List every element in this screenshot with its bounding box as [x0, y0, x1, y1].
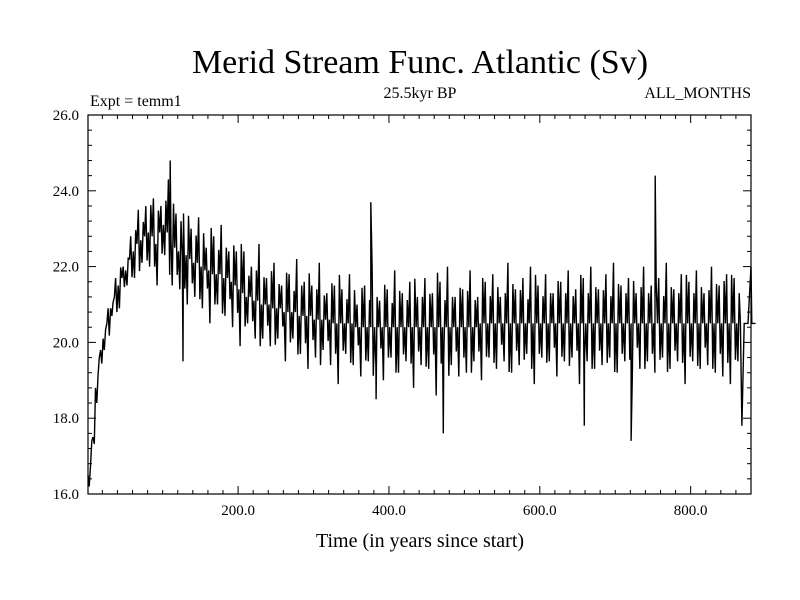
x-tick-label: 600.0: [523, 503, 557, 519]
experiment-label: Expt = temm1: [90, 93, 182, 110]
x-tick-label: 800.0: [674, 503, 708, 519]
y-tick-label: 26.0: [53, 108, 79, 124]
x-tick-label: 400.0: [372, 503, 406, 519]
y-tick-label: 24.0: [53, 184, 79, 200]
months-label: ALL_MONTHS: [644, 85, 751, 102]
x-axis-label: Time (in years since start): [316, 530, 524, 552]
y-tick-label: 22.0: [53, 260, 79, 276]
x-tick-label: 200.0: [221, 503, 255, 519]
chart-title: Merid Stream Func. Atlantic (Sv): [192, 44, 648, 81]
y-tick-label: 20.0: [53, 335, 79, 351]
plot-area: 200.0 400.0 600.0 800.0 16.0 18.0 20.0 22.0 24.0…: [53, 108, 756, 519]
series-line: [87, 160, 756, 487]
period-label: 25.5kyr BP: [384, 85, 457, 102]
y-tick-label: 18.0: [53, 411, 79, 427]
y-tick-label: 16.0: [53, 487, 79, 503]
